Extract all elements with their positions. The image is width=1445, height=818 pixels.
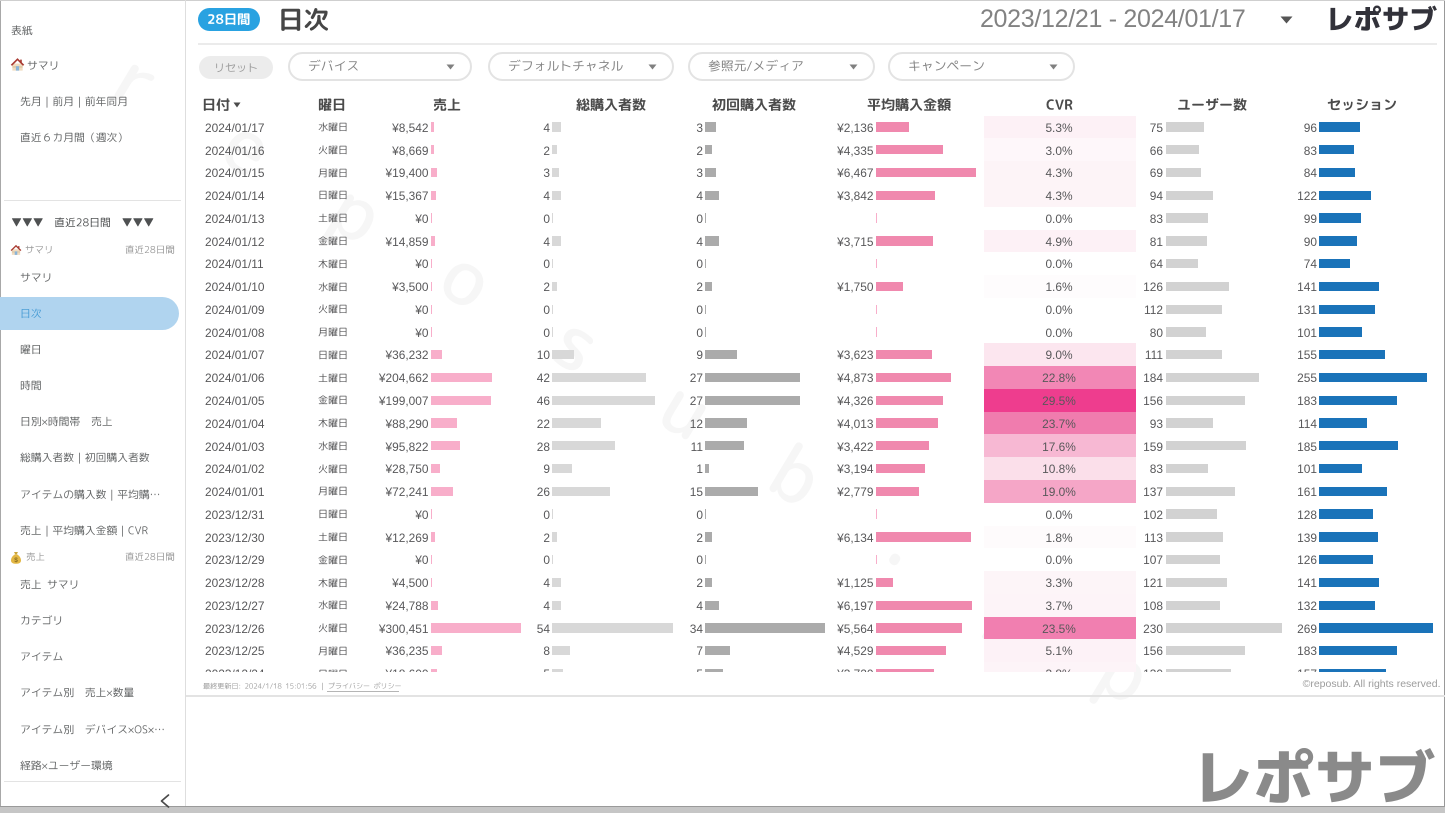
svg-text:$: $ bbox=[14, 557, 18, 564]
